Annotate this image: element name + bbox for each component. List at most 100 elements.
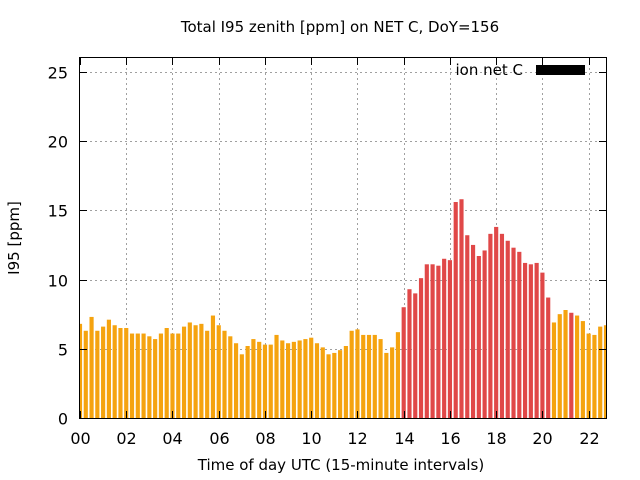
bar xyxy=(603,325,606,418)
bar xyxy=(291,341,296,418)
bar xyxy=(274,334,279,418)
x-tick-label: 18 xyxy=(486,429,506,448)
bar xyxy=(569,312,574,418)
x-tick-label: 04 xyxy=(162,429,182,448)
chart-title: Total I95 zenith [ppm] on NET C, DoY=156 xyxy=(180,18,499,36)
bar xyxy=(147,336,152,418)
bar xyxy=(135,333,140,418)
bar xyxy=(378,339,383,418)
bar xyxy=(580,321,585,418)
bar xyxy=(390,347,395,418)
bar xyxy=(101,326,106,418)
y-axis: 0 5 10 15 20 25 xyxy=(48,64,606,429)
bar xyxy=(158,333,164,418)
bar xyxy=(442,258,447,418)
y-tick-label: 15 xyxy=(48,202,68,221)
bar xyxy=(153,339,158,418)
bar xyxy=(494,226,499,418)
bar xyxy=(205,330,210,418)
legend-label: ion net C xyxy=(456,61,523,79)
bar xyxy=(187,322,192,418)
bar xyxy=(361,334,366,418)
bar xyxy=(118,328,123,418)
bar xyxy=(326,354,331,418)
bar xyxy=(430,264,435,418)
bar xyxy=(395,332,400,418)
bar xyxy=(228,336,233,418)
bar xyxy=(320,347,325,418)
bar xyxy=(193,325,198,418)
bar xyxy=(459,199,464,418)
bar xyxy=(124,328,129,418)
y-tick-label: 25 xyxy=(48,64,68,83)
bar xyxy=(176,333,181,418)
bar xyxy=(314,343,320,418)
bar xyxy=(332,352,337,418)
bar xyxy=(384,352,389,418)
bar xyxy=(598,326,603,418)
bar xyxy=(505,240,510,418)
bar xyxy=(233,343,239,418)
bar xyxy=(528,264,533,418)
bar xyxy=(575,315,580,418)
bar xyxy=(280,340,285,418)
bar xyxy=(309,337,314,418)
bar xyxy=(257,341,262,418)
x-axis-label: Time of day UTC (15-minute intervals) xyxy=(197,456,484,474)
bar xyxy=(245,346,250,418)
bar xyxy=(401,307,406,418)
bar xyxy=(546,297,551,418)
x-axis: 00 02 04 06 08 10 12 14 16 18 20 22 xyxy=(70,58,600,448)
bar xyxy=(95,330,100,418)
x-tick-label: 06 xyxy=(209,429,229,448)
bar xyxy=(262,344,268,418)
bar xyxy=(216,325,221,418)
bar xyxy=(418,278,424,418)
bar xyxy=(592,334,597,418)
bar xyxy=(112,325,117,418)
bar xyxy=(129,333,135,418)
bar xyxy=(482,250,487,418)
x-tick-label: 10 xyxy=(301,429,321,448)
bar xyxy=(540,272,545,418)
bar xyxy=(522,262,528,418)
bar xyxy=(372,334,377,418)
bar xyxy=(343,346,348,418)
bar xyxy=(413,293,418,418)
bar xyxy=(366,334,372,418)
bar xyxy=(222,330,227,418)
bar xyxy=(80,323,83,418)
y-tick-label: 10 xyxy=(48,272,68,291)
bar xyxy=(424,264,429,418)
x-tick-label: 08 xyxy=(255,429,275,448)
x-tick-label: 14 xyxy=(394,429,414,448)
y-tick-label: 5 xyxy=(58,341,68,360)
bar xyxy=(338,350,343,418)
x-tick-label: 22 xyxy=(579,429,599,448)
bar xyxy=(447,260,453,418)
x-tick-label: 00 xyxy=(70,429,90,448)
x-tick-label: 02 xyxy=(116,429,136,448)
bars xyxy=(80,199,606,418)
plot-frame xyxy=(79,57,607,419)
bar xyxy=(563,310,568,418)
y-tick-label: 0 xyxy=(58,410,68,429)
x-tick-label: 12 xyxy=(347,429,367,448)
bar xyxy=(268,344,273,418)
x-tick-label: 16 xyxy=(440,429,460,448)
bar xyxy=(251,339,256,418)
legend-swatch xyxy=(536,65,585,75)
bar xyxy=(199,323,204,418)
bar xyxy=(453,202,458,418)
bar xyxy=(511,247,516,418)
bar xyxy=(465,235,470,418)
y-axis-label: I95 [ppm] xyxy=(5,201,23,275)
y-tick-label: 20 xyxy=(48,133,68,152)
bar xyxy=(551,322,557,418)
bar xyxy=(499,233,505,418)
bar xyxy=(303,339,308,418)
bar xyxy=(476,256,481,418)
bar xyxy=(164,328,169,418)
bar xyxy=(534,262,539,418)
